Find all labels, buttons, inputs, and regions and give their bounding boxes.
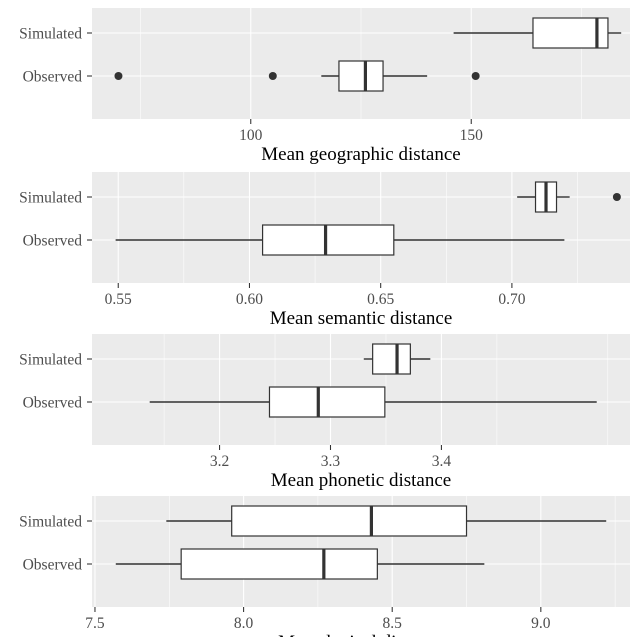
box-observed bbox=[115, 224, 565, 256]
x-tick-label: 3.3 bbox=[321, 453, 341, 470]
x-tick-label: 150 bbox=[460, 127, 484, 144]
interquartile-box bbox=[261, 224, 395, 256]
x-tick-label: 8.0 bbox=[234, 615, 254, 632]
x-tick-label: 7.5 bbox=[85, 615, 105, 632]
x-tick-label: 0.70 bbox=[498, 291, 525, 308]
x-tick-label: 0.60 bbox=[236, 291, 263, 308]
box-simulated bbox=[517, 181, 621, 213]
x-axis-title: Mean geographic distance bbox=[261, 144, 460, 165]
interquartile-box bbox=[338, 60, 384, 92]
y-tick-label-observed: Observed bbox=[23, 395, 83, 412]
interquartile-box bbox=[231, 505, 468, 537]
y-tick-label-simulated: Simulated bbox=[19, 26, 82, 43]
y-tick-label-simulated: Simulated bbox=[19, 514, 82, 531]
outlier-point bbox=[268, 72, 277, 80]
interquartile-box bbox=[180, 548, 378, 580]
box-observed bbox=[149, 386, 597, 418]
y-tick-label-simulated: Simulated bbox=[19, 190, 82, 207]
x-axis-title: Mean semantic distance bbox=[270, 308, 453, 329]
x-tick-label: 9.0 bbox=[531, 615, 551, 632]
box-observed bbox=[114, 60, 480, 92]
y-tick-label-simulated: Simulated bbox=[19, 352, 82, 369]
y-tick-label-observed: Observed bbox=[23, 233, 83, 250]
chart-panel-2: 0.55 0.60 0.65 0.70 Mean semantic distance Si… bbox=[19, 172, 630, 329]
x-tick-label: 3.4 bbox=[432, 453, 452, 470]
y-tick-label-observed: Observed bbox=[23, 69, 83, 86]
interquartile-box bbox=[372, 343, 411, 375]
x-tick-label: 3.2 bbox=[210, 453, 229, 470]
x-tick-label: 8.5 bbox=[383, 615, 403, 632]
box-simulated bbox=[166, 505, 607, 537]
x-axis-title: Mean lexical distance bbox=[278, 632, 444, 637]
x-tick-label: 0.65 bbox=[367, 291, 394, 308]
box-observed bbox=[115, 548, 485, 580]
x-tick-label: 100 bbox=[239, 127, 263, 144]
box-simulated bbox=[453, 17, 622, 49]
outlier-point bbox=[114, 72, 123, 80]
interquartile-box bbox=[268, 386, 386, 418]
y-tick-label-observed: Observed bbox=[23, 557, 83, 574]
x-tick-label: 0.55 bbox=[105, 291, 132, 308]
chart-panel-4: 7.5 8.0 8.5 9.0 Mean lexical distance Simulat… bbox=[19, 496, 630, 637]
outlier-point bbox=[471, 72, 480, 80]
box-simulated bbox=[363, 343, 431, 375]
x-axis-title: Mean phonetic distance bbox=[271, 470, 451, 491]
outlier-point bbox=[612, 193, 621, 201]
